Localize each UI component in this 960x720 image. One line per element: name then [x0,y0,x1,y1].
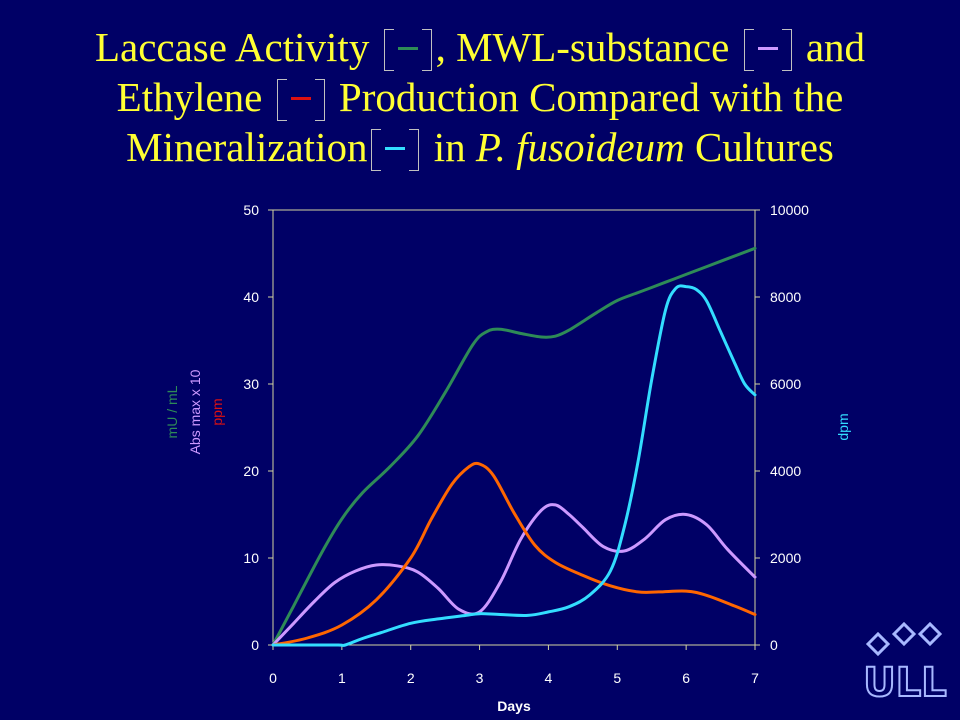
x-tick-label: 6 [682,670,690,686]
legend-key-mwl [743,29,792,71]
y-left-tick-label: 40 [243,289,259,305]
series-line-1 [271,503,757,647]
y-left-axis-label: mU / mL [164,385,180,438]
logo-text: ULL [863,660,946,702]
y-right-tick-label: 10000 [770,202,809,218]
y-left-tick-label: 0 [251,637,259,653]
title-line-1: Laccase Activity , MWL-substance and [0,22,960,72]
ull-logo-icon: ULL [862,622,948,702]
y-right-axis-label: dpm [835,413,851,440]
title-line-2: Ethylene Production Compared with the [0,72,960,122]
title-text-in: in [433,124,466,170]
title-text-mwl: , MWL-substance [435,24,730,70]
legend-key-mineralization [371,129,420,171]
y-left-tick-label: 20 [243,463,259,479]
x-tick-label: 4 [545,670,553,686]
x-axis-label: Days [497,698,531,714]
y-left-axis-label: ppm [209,398,225,425]
y-left-tick-label: 10 [243,550,259,566]
x-tick-label: 5 [613,670,621,686]
legend-key-ethylene [276,79,325,121]
title-text-laccase: Laccase Activity [94,24,370,70]
title-text-cultures: Cultures [694,124,834,170]
x-tick-label: 1 [338,670,346,686]
series-line-2 [271,461,757,647]
slide-title: Laccase Activity , MWL-substance and Eth… [0,22,960,172]
y-left-tick-label: 50 [243,202,259,218]
series-line-0 [271,246,757,647]
title-text-ethylene: Ethylene [116,74,263,120]
series-line-3 [271,284,757,647]
plot-area [272,209,756,646]
title-text-mineralization: Mineralization [126,124,368,170]
title-line-3: Mineralization in P. fusoideum Cultures [0,122,960,172]
y-left-axis-label: Abs max x 10 [187,369,203,454]
title-text-production: Production Compared with the [338,74,844,120]
y-right-tick-label: 6000 [770,376,801,392]
y-left-tick-label: 30 [243,376,259,392]
y-right-tick-label: 8000 [770,289,801,305]
x-tick-label: 7 [751,670,759,686]
x-tick-label: 3 [476,670,484,686]
x-tick-label: 0 [269,670,277,686]
title-text-species: P. fusoideum [475,124,685,170]
legend-key-laccase [383,29,432,71]
x-tick-label: 2 [407,670,415,686]
y-right-tick-label: 2000 [770,550,801,566]
y-right-tick-label: 0 [770,637,778,653]
title-text-and: and [805,24,866,70]
y-right-tick-label: 4000 [770,463,801,479]
